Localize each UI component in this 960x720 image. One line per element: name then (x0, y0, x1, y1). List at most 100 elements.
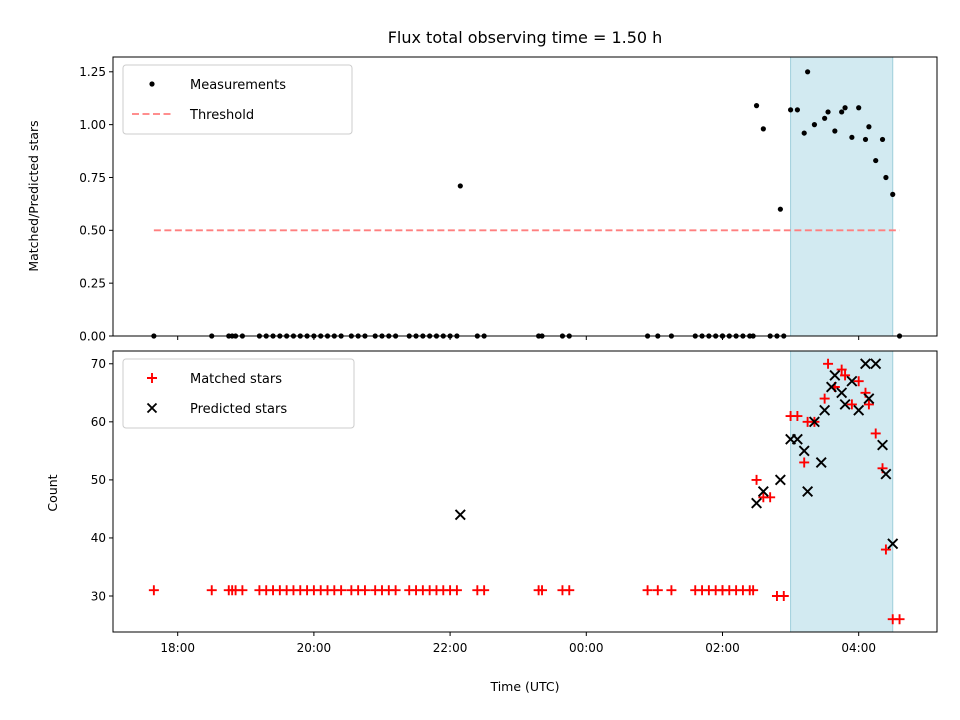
data-point (819, 404, 831, 416)
data-point (479, 585, 490, 596)
data-point (880, 468, 892, 480)
data-point (846, 399, 857, 410)
legend: Matched stars Predicted stars (122, 358, 355, 429)
star-count-panel: Count Time (UTC) 30 40 50 60 70 18:00 20:00 22:… (45, 350, 938, 694)
x-axis-label: Time (UTC) (489, 679, 559, 694)
y-tick-label: 50 (91, 473, 106, 487)
data-point (791, 433, 803, 445)
chart-title: Flux total observing time = 1.50 h (388, 28, 663, 47)
data-point (823, 358, 834, 369)
data-point (825, 381, 837, 393)
legend-box (122, 358, 355, 429)
data-point (390, 585, 401, 596)
y-tick-label: 70 (91, 357, 106, 371)
data-point (774, 474, 786, 486)
legend-x-marker (146, 402, 158, 414)
data-point (819, 393, 830, 404)
data-point (799, 457, 810, 468)
data-point (753, 103, 760, 109)
data-point (751, 474, 762, 485)
x-tick-label: 04:00 (841, 641, 876, 655)
series-predicted-stars (454, 358, 899, 550)
x-tick-label: 00:00 (569, 641, 604, 655)
data-point (564, 585, 575, 596)
data-point (822, 115, 828, 121)
legend-label: Matched stars (190, 372, 282, 387)
legend: Measurements Threshold (122, 64, 353, 135)
data-point (877, 439, 888, 451)
y-axis-label-count: Count (45, 474, 60, 511)
data-point (802, 486, 814, 497)
x-tick-label: 18:00 (160, 641, 195, 655)
data-point (748, 585, 759, 596)
data-point (846, 375, 858, 387)
y-tick-label: 0.50 (79, 224, 106, 238)
data-point (206, 585, 217, 596)
x-tick-label: 20:00 (297, 641, 332, 655)
data-point (808, 416, 820, 428)
data-point (879, 136, 886, 143)
data-point (840, 370, 851, 381)
observing-span (790, 56, 894, 337)
data-point (862, 136, 869, 143)
data-point (237, 585, 248, 596)
data-point (870, 428, 881, 439)
data-point (839, 398, 851, 410)
legend-box (122, 64, 353, 135)
data-point (829, 369, 841, 381)
data-point (794, 107, 800, 113)
data-point (777, 206, 783, 212)
data-point (148, 585, 159, 596)
data-point (792, 411, 803, 422)
data-point (873, 157, 879, 164)
data-point (856, 105, 862, 111)
series-matched-stars (148, 358, 905, 625)
data-point (805, 69, 811, 75)
axes-frame (112, 350, 938, 633)
data-point (815, 456, 827, 468)
data-point (642, 585, 653, 596)
data-point (457, 183, 463, 189)
data-point (798, 445, 810, 457)
data-point (801, 130, 807, 136)
data-point (842, 105, 848, 111)
data-point (778, 591, 789, 602)
x-tick-label: 22:00 (433, 641, 468, 655)
legend-label: Measurements (190, 78, 286, 93)
data-point (839, 109, 845, 115)
flux-ratio-panel: Flux total observing time = 1.50 h Match… (26, 28, 938, 343)
data-point (883, 174, 889, 181)
y-tick-label: 0.25 (79, 276, 106, 290)
data-point (853, 404, 865, 416)
axes-frame (112, 56, 938, 337)
data-point (451, 585, 462, 596)
data-point (537, 585, 548, 596)
y-tick-label: 40 (91, 531, 106, 545)
data-point (870, 358, 882, 370)
data-point (832, 128, 838, 134)
data-point (336, 585, 347, 596)
legend-plus-marker (147, 373, 157, 383)
data-point (863, 399, 874, 410)
data-point (652, 585, 663, 596)
y-tick-label: 1.00 (79, 118, 106, 132)
data-point (849, 134, 855, 140)
data-point (866, 124, 872, 130)
data-point (894, 614, 905, 625)
data-point (863, 393, 875, 405)
data-point (765, 492, 776, 503)
legend-label: Threshold (189, 108, 254, 123)
data-point (751, 497, 763, 509)
legend-dot-marker (149, 81, 155, 87)
data-point (853, 376, 864, 387)
data-point (757, 486, 769, 497)
y-tick-label: 0.00 (79, 329, 106, 343)
data-point (666, 585, 677, 596)
data-point (825, 109, 831, 115)
y-tick-label: 0.75 (79, 171, 106, 185)
data-point (880, 544, 891, 555)
x-tick-label: 02:00 (705, 641, 740, 655)
data-point (811, 122, 818, 128)
legend-label: Predicted stars (190, 402, 287, 417)
